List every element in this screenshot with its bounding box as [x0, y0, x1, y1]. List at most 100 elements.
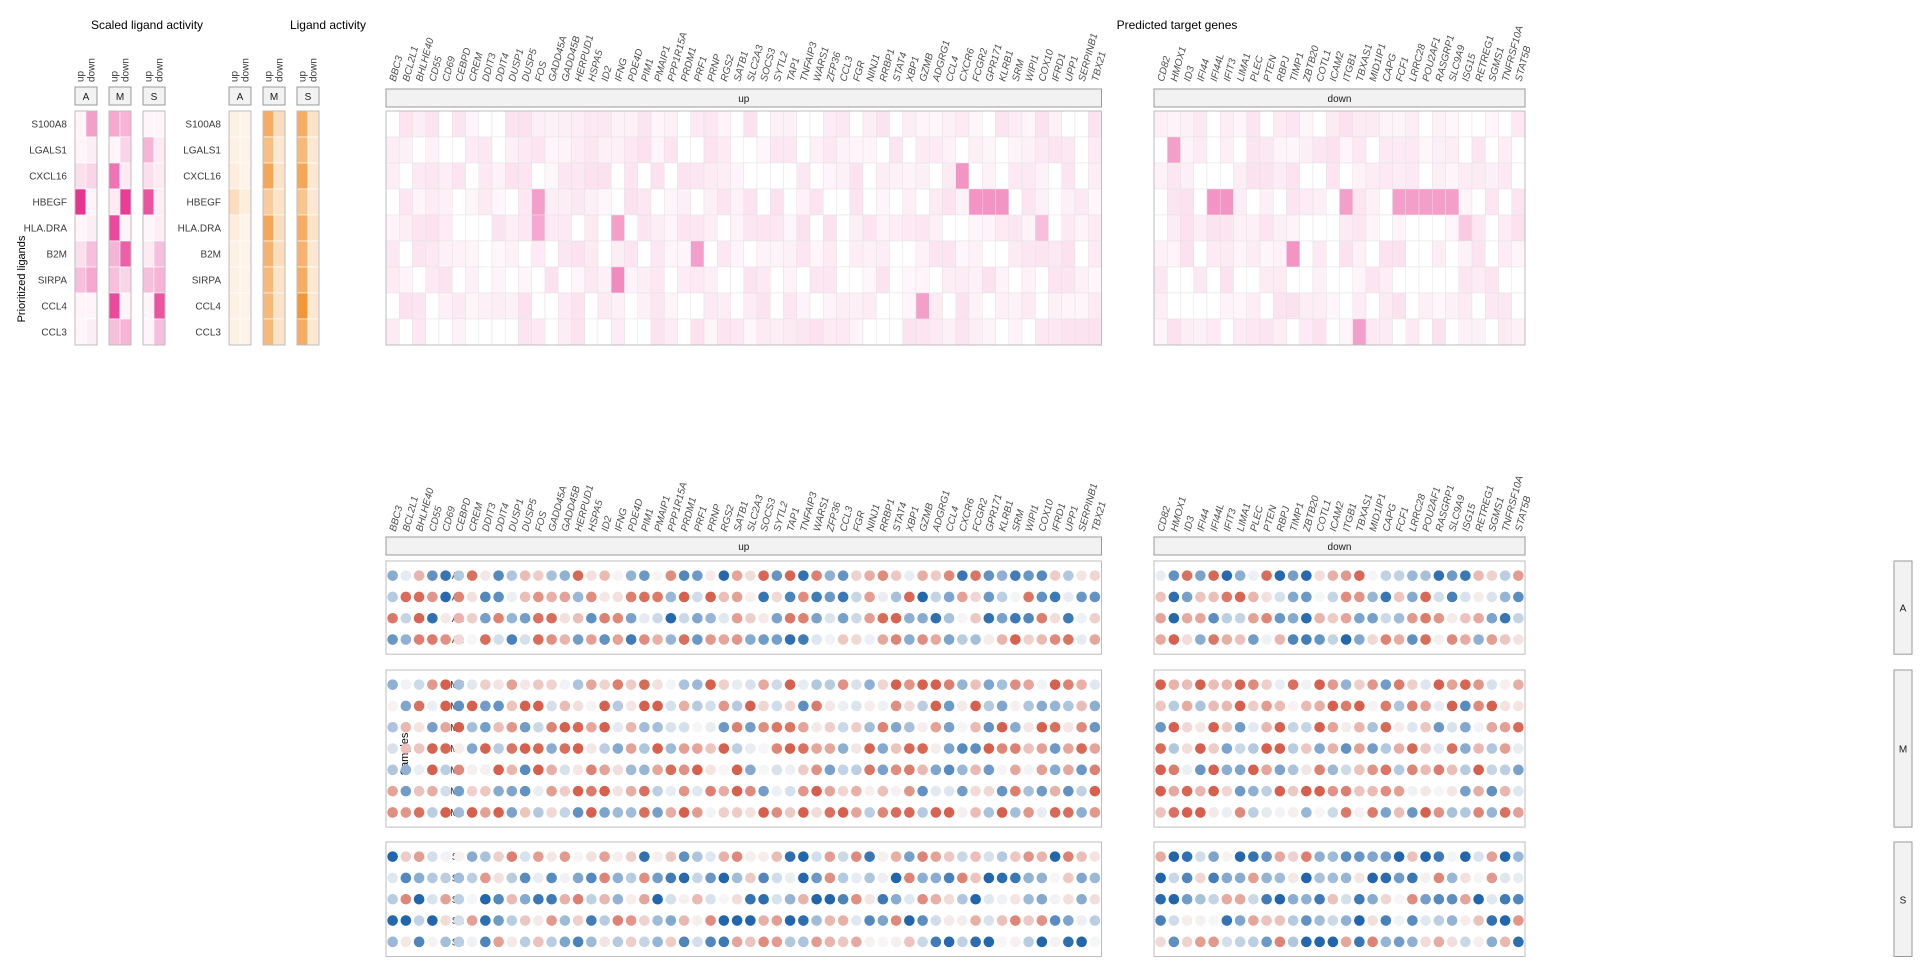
- ligand-label-ccl3: CCL3: [41, 328, 67, 339]
- sample-dot: [559, 679, 571, 690]
- sample-dot: [1195, 936, 1206, 948]
- sample-dot: [798, 872, 809, 884]
- sample-dot: [1393, 851, 1405, 862]
- heatmap-cell: [597, 214, 612, 242]
- sample-dot: [665, 679, 677, 690]
- heatmap-cell: [1445, 162, 1459, 190]
- sample-dot: [533, 743, 544, 754]
- sample-dot: [572, 936, 584, 948]
- heatmap-cell: [862, 318, 877, 346]
- heatmap-cell: [796, 188, 811, 216]
- sample-dot: [824, 764, 836, 776]
- heatmap-cell: [690, 110, 705, 138]
- scaled-cell: [108, 136, 121, 164]
- sample-dot: [480, 591, 491, 603]
- scaled-cell: [74, 136, 87, 164]
- sample-dot: [745, 785, 756, 797]
- sample-dot: [718, 612, 730, 624]
- sample-dot: [440, 612, 451, 624]
- heatmap-cell: [1418, 318, 1433, 346]
- heatmap-cell: [982, 162, 996, 190]
- sample-dot: [1420, 936, 1431, 948]
- heatmap-cell: [637, 188, 652, 216]
- sample-dot: [1010, 915, 1021, 926]
- heatmap-cell: [1167, 318, 1181, 346]
- heatmap-cell: [1074, 110, 1089, 138]
- heatmap-cell: [1246, 292, 1261, 320]
- ligand-label-b2m: B2M: [200, 250, 221, 261]
- sample-dot: [1274, 872, 1286, 884]
- sample-dot: [1327, 785, 1339, 797]
- heatmap-cell: [650, 110, 665, 138]
- heatmap-cell: [611, 136, 625, 164]
- sample-dot: [453, 936, 465, 948]
- heatmap-cell: [385, 162, 400, 190]
- sample-dot: [864, 936, 875, 948]
- heatmap-cell: [955, 266, 970, 294]
- scaled-cell: [108, 214, 121, 242]
- heatmap-cell: [399, 188, 413, 216]
- heatmap-cell: [478, 292, 493, 320]
- sample-dot: [612, 893, 624, 905]
- sample-dot: [1155, 764, 1166, 776]
- sample-dot: [400, 915, 412, 926]
- sample-dot: [957, 721, 968, 733]
- heatmap-cell: [1008, 318, 1023, 346]
- heatmap-cell: [1299, 292, 1314, 320]
- heatmap-cell: [531, 188, 546, 216]
- sample-dot: [625, 721, 637, 733]
- sample-dot: [678, 872, 690, 884]
- sample-dot: [519, 807, 531, 818]
- sample-dot: [1327, 872, 1339, 884]
- heatmap-cell: [571, 240, 585, 268]
- activity-cell: [228, 292, 241, 320]
- sample-dot: [864, 721, 875, 733]
- sample-dot: [1301, 700, 1312, 712]
- sample-dot: [917, 872, 928, 884]
- sample-dot: [731, 872, 743, 884]
- sample-dot: [745, 679, 756, 690]
- heatmap-cell: [1061, 214, 1076, 242]
- heatmap-cell: [955, 214, 970, 242]
- heatmap-cell: [1498, 240, 1512, 268]
- heatmap-cell: [1259, 266, 1274, 294]
- heatmap-cell: [1035, 292, 1049, 320]
- sample-dot: [427, 700, 438, 712]
- sample-dot: [1513, 785, 1524, 797]
- activity-cell: [239, 240, 252, 268]
- heatmap-cell: [862, 292, 877, 320]
- sample-dot: [784, 570, 796, 581]
- sample-dot: [1393, 700, 1405, 712]
- scaled-cell: [74, 110, 87, 138]
- sample-dot: [904, 721, 915, 733]
- sample-dot: [1181, 851, 1193, 862]
- activity-cell: [228, 162, 241, 190]
- sample-dot: [1499, 915, 1511, 926]
- sample-dot: [705, 785, 716, 797]
- heatmap-cell: [915, 292, 930, 320]
- sample-dot: [904, 807, 915, 818]
- activity-cell: [239, 266, 252, 294]
- sample-dot: [506, 764, 518, 776]
- sample-dot: [1407, 679, 1418, 690]
- sample-dot: [1287, 591, 1299, 603]
- sample-dot: [1089, 893, 1101, 905]
- heatmap-cell: [783, 266, 797, 294]
- sample-dot: [705, 679, 716, 690]
- scaled-cell: [74, 162, 87, 190]
- heatmap-cell: [1405, 110, 1420, 138]
- sample-dot: [996, 612, 1008, 624]
- sample-dot: [678, 743, 690, 754]
- sample-dot: [1076, 721, 1087, 733]
- heatmap-cell: [862, 162, 877, 190]
- sample-dot: [1460, 612, 1471, 624]
- title-scaled: Scaled ligand activity: [91, 18, 203, 32]
- heatmap-cell: [518, 162, 532, 190]
- sample-dot: [559, 612, 571, 624]
- sample-dot: [1036, 612, 1048, 624]
- heatmap-cell: [1418, 240, 1433, 268]
- heatmap-cell: [611, 318, 625, 346]
- heatmap-cell: [584, 110, 599, 138]
- heatmap-cell: [1458, 162, 1473, 190]
- heatmap-cell: [664, 214, 678, 242]
